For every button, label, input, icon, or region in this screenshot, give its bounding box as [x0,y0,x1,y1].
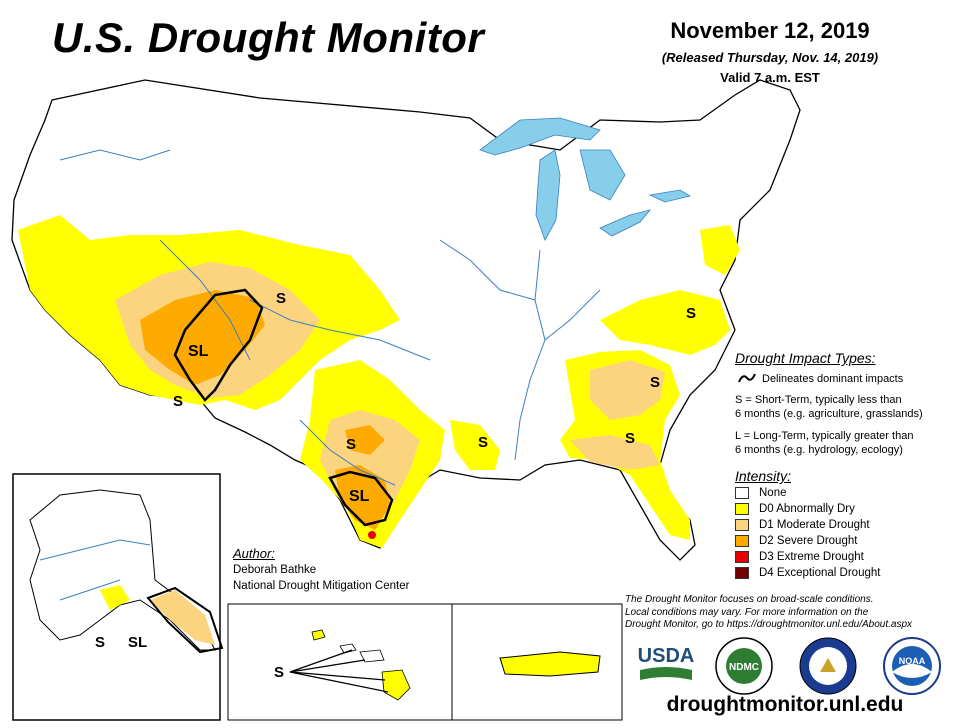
page-title: U.S. Drought Monitor [52,14,485,61]
rivers [59,149,601,486]
legend-label: D4 Exceptional Drought [759,567,881,579]
author-org: National Drought Mitigation Center [233,580,410,592]
usda-logo: USDA [636,640,696,686]
release-date: (Released Thursday, Nov. 14, 2019) [661,50,879,65]
impact-delineates-text: Delineates dominant impacts [762,373,904,385]
label-s-carolinas: S [650,374,661,391]
label-sl-southwest: SL [188,343,209,360]
author-heading: Author: [233,546,275,561]
legend-swatch [735,551,749,563]
website-url[interactable]: droughtmonitor.unl.edu [666,693,904,716]
impact-line-texas [328,470,394,527]
hawaii-inset-frame [227,603,453,721]
label-s-colorado: S [276,290,287,307]
label-s-hawaii: S [274,664,285,681]
label-s-texas-north: S [346,436,357,453]
ndmc-logo-text: NDMC [729,662,759,673]
intensity-heading: Intensity: [735,468,792,484]
puerto-rico-outline [499,651,601,677]
label-s-alaska: S [95,634,106,651]
noaa-logo-text: NOAA [899,656,926,666]
legend-row-none: None [735,485,787,501]
legend-row-d4: D4 Exceptional Drought [735,565,880,581]
impact-long-term-line2: 6 months (e.g. hydrology, ecology) [735,444,903,456]
disclaimer-note: The Drought Monitor focuses on broad-sca… [625,594,945,632]
ndmc-logo: NDMC [714,636,774,696]
legend-row-d2: D2 Severe Drought [735,533,857,549]
alaska-rivers [39,539,151,601]
legend-swatch [735,567,749,579]
legend-label: None [759,487,787,499]
label-sl-texas: SL [349,488,370,505]
label-s-virginia: S [686,305,697,322]
legend-swatch [735,519,749,531]
noaa-logo: NOAA [882,636,942,696]
note-line-1: The Drought Monitor focuses on broad-sca… [625,594,874,605]
legend-row-d0: D0 Abnormally Dry [735,501,855,517]
map-date: November 12, 2019 [670,18,870,43]
legend-label: D0 Abnormally Dry [759,503,855,515]
label-s-louisiana: S [478,434,489,451]
legend-swatch [735,503,749,515]
alaska-d0-region [100,585,130,610]
note-line-2: Local conditions may vary. For more info… [625,606,869,618]
alaska-impact-line [146,586,224,654]
legend-row-d1: D1 Moderate Drought [735,517,870,533]
lake-huron [579,149,626,201]
impact-types-heading: Drought Impact Types: [735,350,876,366]
legend-row-d3: D3 Extreme Drought [735,549,864,565]
label-sl-alaska: SL [128,634,148,651]
lake-michigan [535,149,561,241]
impact-line-icon [738,373,756,383]
valid-time: Valid 7 a.m. EST [720,70,820,85]
legend-swatch [735,535,749,547]
impact-short-term-line2: 6 months (e.g. agriculture, grasslands) [735,408,923,420]
legend-label: D1 Moderate Drought [759,519,870,531]
legend-label: D3 Extreme Drought [759,551,864,563]
lake-ontario [648,189,692,203]
lake-erie [599,209,652,237]
usda-logo-text: USDA [638,645,695,667]
label-s-arizona: S [173,393,184,410]
alaska-sl-region [150,590,215,645]
hawaii-islands [311,629,411,701]
d3-spot-texas [368,531,376,539]
note-line-3: Drought Monitor, go to https://droughtmo… [625,619,913,630]
legend-swatch [735,487,749,499]
author-name: Deborah Bathke [233,564,317,576]
impact-long-term-line1: L = Long-Term, typically greater than [735,430,914,442]
label-s-georgia: S [625,430,636,447]
impact-short-term-line1: S = Short-Term, typically less than [735,394,902,406]
hawaii-impact-pointers [289,649,389,693]
legend-label: D2 Severe Drought [759,535,858,547]
impact-line-southwest [173,288,264,402]
lake-superior [479,117,601,156]
doc-seal-logo [798,636,858,696]
